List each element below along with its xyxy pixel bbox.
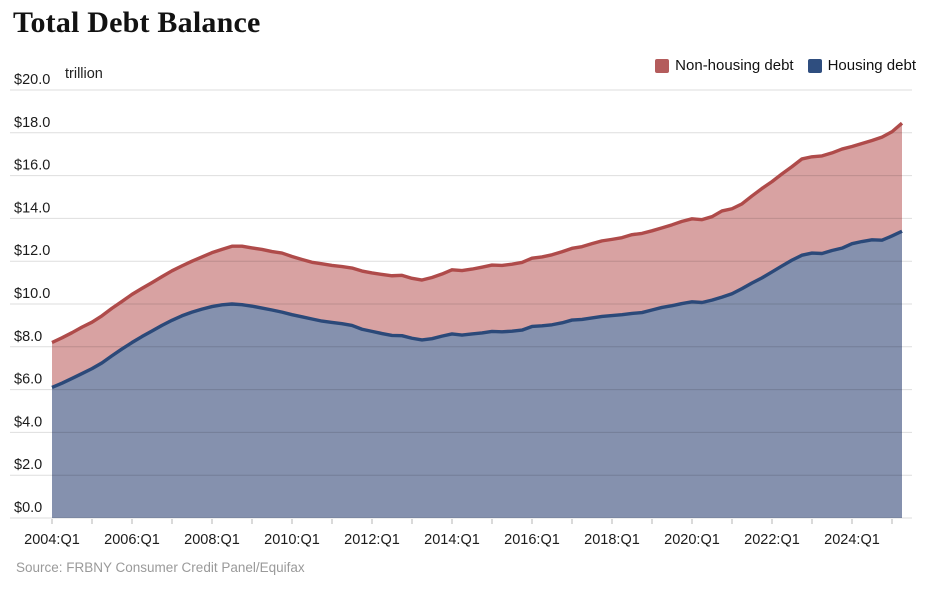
y-axis-unit: trillion xyxy=(65,66,103,82)
y-axis-label: $2.0 xyxy=(14,457,42,473)
nonhousing-swatch-icon xyxy=(655,58,670,73)
y-axis-label: $10.0 xyxy=(14,286,50,302)
source-note: Source: FRBNY Consumer Credit Panel/Equi… xyxy=(16,560,305,575)
x-axis-label: 2006:Q1 xyxy=(104,532,160,548)
page-title: Total Debt Balance xyxy=(13,6,261,39)
housing-swatch-icon xyxy=(807,58,822,73)
y-axis-label: $6.0 xyxy=(14,372,42,388)
y-axis-label: $20.0 xyxy=(14,72,50,88)
x-axis-label: 2012:Q1 xyxy=(344,532,400,548)
x-axis-label: 2010:Q1 xyxy=(264,532,320,548)
x-axis-label: 2014:Q1 xyxy=(424,532,480,548)
x-axis-label: 2018:Q1 xyxy=(584,532,640,548)
y-axis-label: $0.0 xyxy=(14,500,42,516)
x-axis-label: 2016:Q1 xyxy=(504,532,560,548)
housing-debt-line xyxy=(51,229,903,390)
total-debt-line xyxy=(51,121,904,345)
x-axis-label: 2008:Q1 xyxy=(184,532,240,548)
y-axis-label: $18.0 xyxy=(14,115,50,131)
legend-item-nonhousing: Non-housing debt xyxy=(655,57,794,74)
legend-label-nonhousing: Non-housing debt xyxy=(675,57,794,74)
x-axis-label: 2020:Q1 xyxy=(664,532,720,548)
x-axis-label: 2022:Q1 xyxy=(744,532,800,548)
y-axis-label: $4.0 xyxy=(14,414,42,430)
legend-item-housing: Housing debt xyxy=(807,57,916,74)
chart-legend: Non-housing debt Housing debt xyxy=(655,57,916,74)
y-axis-label: $16.0 xyxy=(14,158,50,174)
y-axis-label: $8.0 xyxy=(14,329,42,345)
x-axis-label: 2004:Q1 xyxy=(24,532,80,548)
y-axis-label: $14.0 xyxy=(14,200,50,216)
nonhousing-debt-area xyxy=(52,123,902,388)
legend-label-housing: Housing debt xyxy=(827,57,916,74)
y-axis-label: $12.0 xyxy=(14,243,50,259)
x-axis-label: 2024:Q1 xyxy=(824,532,880,548)
